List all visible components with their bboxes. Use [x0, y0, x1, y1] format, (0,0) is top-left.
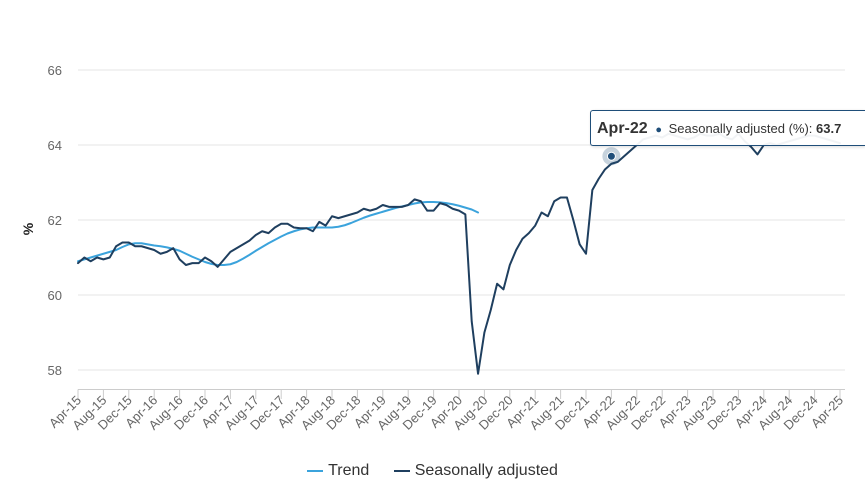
- y-axis: 58 60 62 64 66: [48, 63, 62, 378]
- highlight-group: [602, 147, 621, 166]
- legend-item-seasonally-adjusted[interactable]: Seasonally adjusted: [393, 462, 558, 480]
- legend-swatch-seasonally-adjusted: [393, 469, 410, 472]
- y-tick-label: 64: [48, 138, 62, 153]
- legend: Trend Seasonally adjusted: [0, 462, 865, 480]
- x-axis: Apr-15Aug-15Dec-15Apr-16Aug-16Dec-16Apr-…: [46, 389, 846, 433]
- series-line-seasonally-adjusted: [77, 132, 841, 375]
- tooltip-category: Apr-22: [597, 120, 648, 137]
- series-group: [77, 132, 841, 375]
- legend-item-trend[interactable]: Trend: [307, 462, 369, 480]
- legend-label-seasonally-adjusted: Seasonally adjusted: [414, 462, 558, 479]
- y-axis-label: %: [20, 222, 36, 235]
- legend-label-trend: Trend: [328, 462, 370, 479]
- tooltip-series-label: Seasonally adjusted (%):: [668, 121, 813, 136]
- tooltip-marker-icon: ●: [655, 124, 662, 136]
- y-tick-label: 58: [48, 363, 62, 378]
- highlight-point: [606, 151, 616, 161]
- tooltip-value: 63.7: [816, 121, 842, 136]
- y-tick-label: 62: [48, 213, 62, 228]
- y-tick-label: 66: [48, 63, 62, 78]
- tooltip: Apr-22 ● Seasonally adjusted (%): 63.7: [590, 110, 865, 146]
- y-tick-label: 60: [48, 288, 62, 303]
- legend-swatch-trend: [307, 469, 324, 472]
- series-line-trend: [77, 201, 480, 266]
